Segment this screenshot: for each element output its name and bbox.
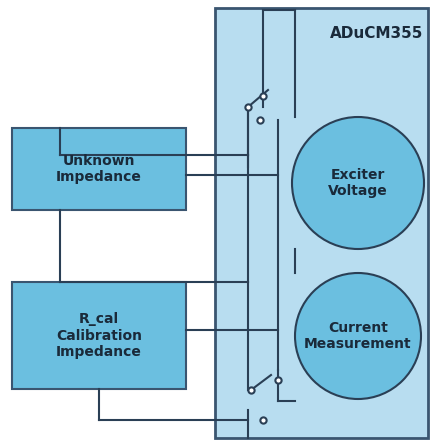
FancyBboxPatch shape bbox=[12, 282, 186, 389]
FancyBboxPatch shape bbox=[214, 8, 427, 438]
Text: R_cal
Calibration
Impedance: R_cal Calibration Impedance bbox=[56, 312, 141, 358]
FancyBboxPatch shape bbox=[12, 128, 186, 210]
Circle shape bbox=[294, 273, 420, 399]
Text: ADuCM355: ADuCM355 bbox=[329, 26, 422, 41]
Text: Unknown
Impedance: Unknown Impedance bbox=[56, 154, 141, 184]
Text: Current
Measurement: Current Measurement bbox=[303, 321, 411, 351]
Circle shape bbox=[291, 117, 423, 249]
Text: Exciter
Voltage: Exciter Voltage bbox=[327, 168, 387, 198]
